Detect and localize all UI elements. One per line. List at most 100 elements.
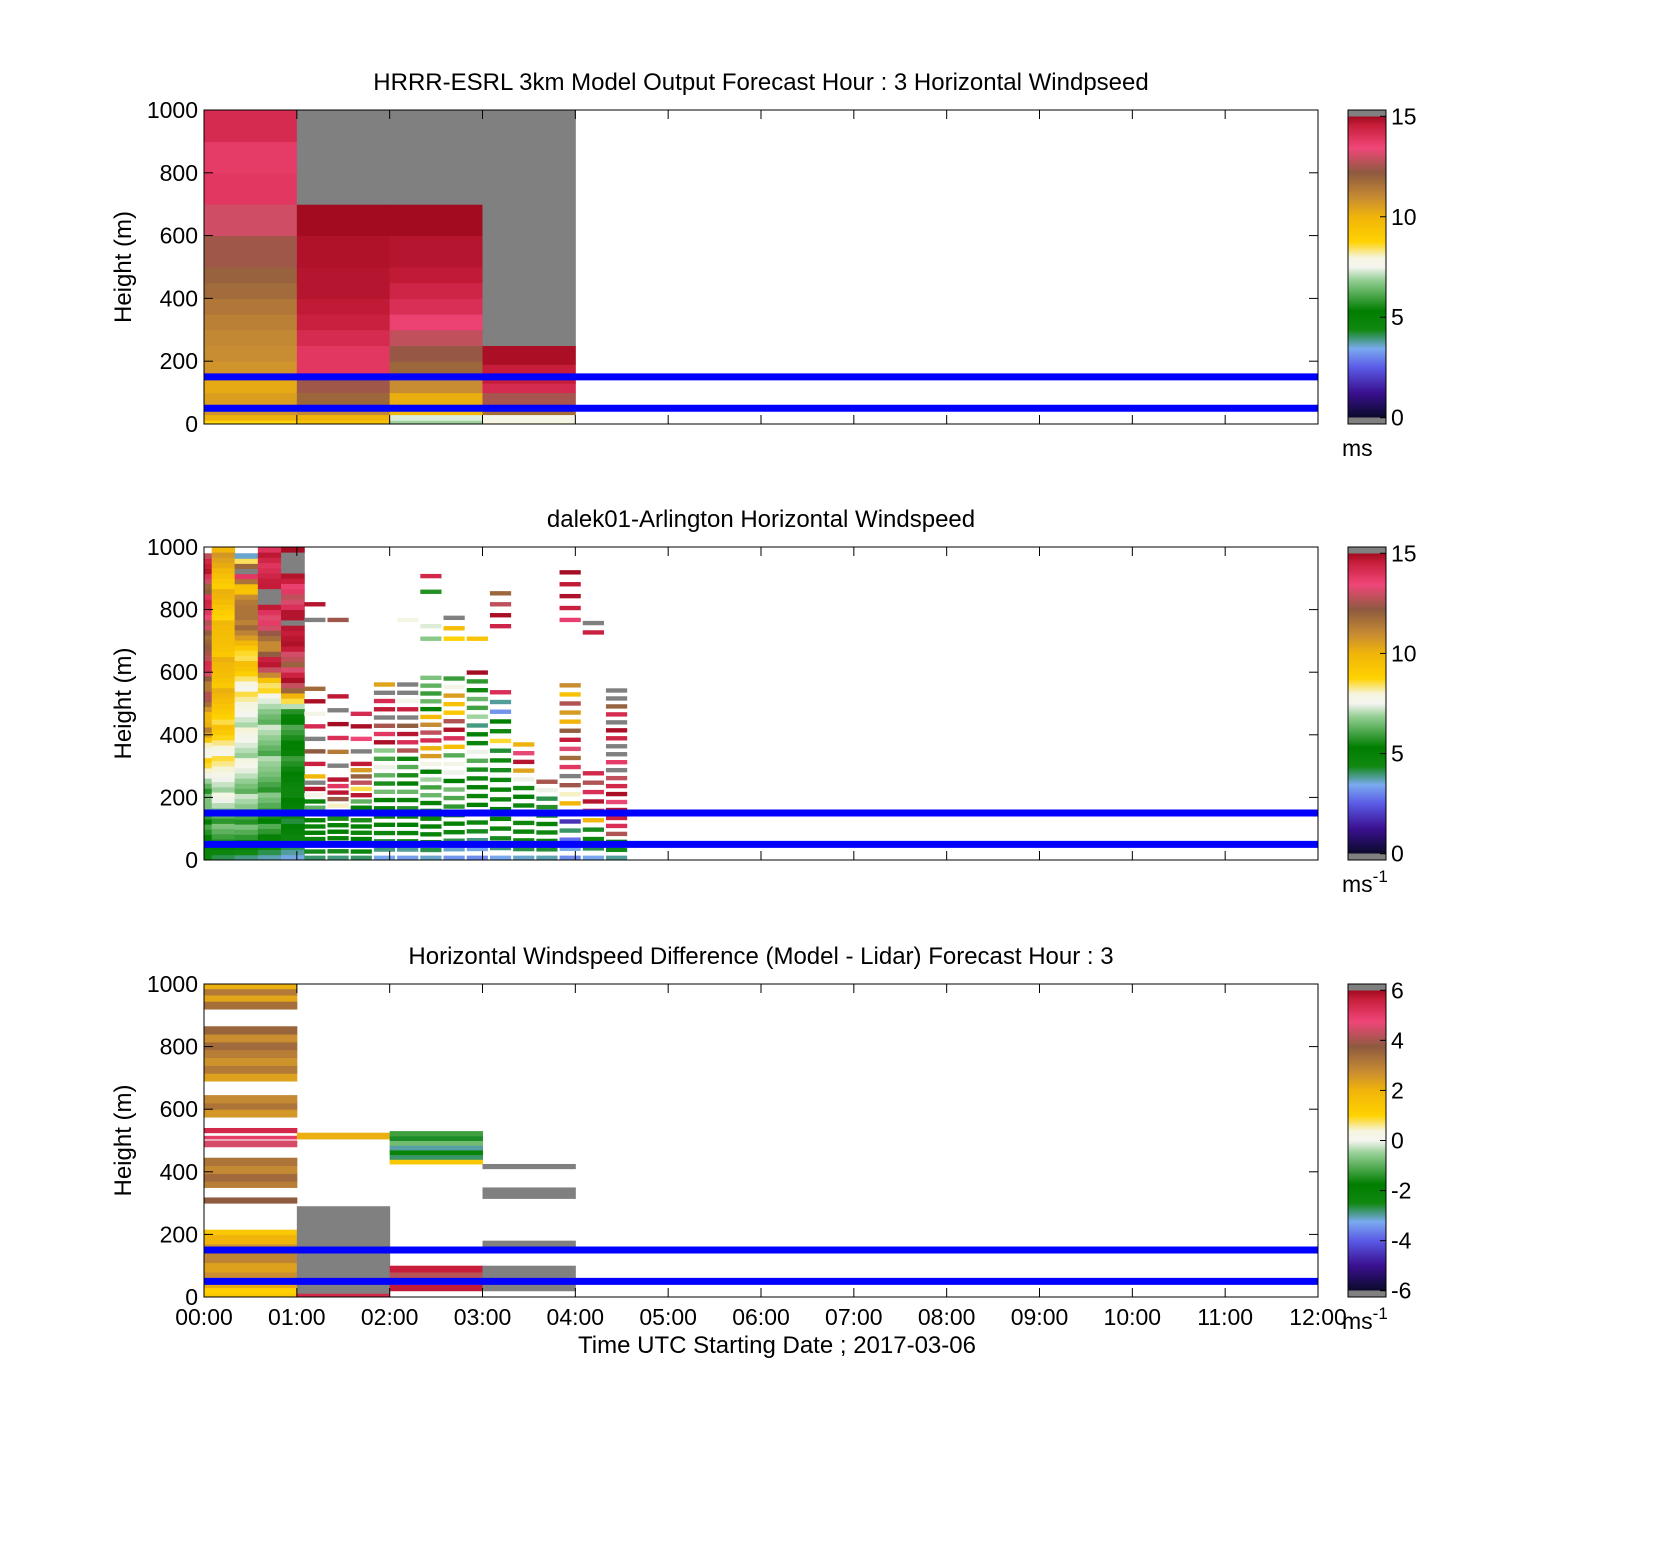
heatmap-cell bbox=[605, 752, 628, 757]
y-axis-label: Height (m) bbox=[110, 211, 137, 323]
heatmap-cell bbox=[397, 748, 419, 753]
heatmap-cell bbox=[389, 314, 483, 331]
heatmap-cell bbox=[211, 734, 236, 741]
heatmap-cell bbox=[559, 605, 581, 611]
heatmap-cell bbox=[327, 836, 349, 841]
heatmap-cell bbox=[211, 687, 236, 694]
chart-title: Horizontal Windspeed Difference (Model -… bbox=[408, 943, 1113, 970]
heatmap-cell bbox=[257, 661, 282, 668]
heatmap-cell bbox=[281, 640, 305, 647]
heatmap-cell bbox=[397, 789, 419, 794]
heatmap-cell bbox=[204, 706, 213, 713]
heatmap-cell bbox=[443, 684, 465, 690]
heatmap-cell bbox=[482, 110, 576, 346]
heatmap-cell bbox=[204, 854, 213, 861]
heatmap-cell bbox=[257, 828, 282, 835]
heatmap-cell bbox=[204, 773, 213, 779]
heatmap-cell bbox=[559, 773, 581, 779]
heatmap-cell bbox=[389, 1131, 483, 1137]
heatmap-cell bbox=[211, 578, 236, 584]
heatmap-cell bbox=[204, 141, 298, 174]
heatmap-cell bbox=[420, 675, 442, 681]
heatmap-cell bbox=[257, 625, 282, 631]
heatmap-cell bbox=[204, 988, 298, 996]
heatmap-cell bbox=[489, 591, 512, 596]
heatmap-cell bbox=[204, 599, 213, 605]
chart-title: dalek01-Arlington Horizontal Windspeed bbox=[547, 506, 975, 533]
heatmap-cell bbox=[257, 609, 282, 616]
heatmap-cell bbox=[420, 824, 442, 829]
heatmap-cell bbox=[204, 619, 213, 626]
heatmap-cell bbox=[257, 588, 282, 595]
heatmap-cell bbox=[234, 721, 259, 728]
heatmap-cell bbox=[389, 1284, 483, 1292]
heatmap-cell bbox=[204, 624, 213, 631]
heatmap-cell bbox=[389, 282, 483, 299]
heatmap-cell bbox=[327, 777, 349, 782]
heatmap-cell bbox=[211, 651, 236, 657]
heatmap-cell bbox=[327, 617, 349, 623]
heatmap-cell bbox=[304, 805, 326, 810]
heatmap-cell bbox=[204, 298, 298, 315]
heatmap-cell bbox=[211, 745, 236, 751]
heatmap-cell bbox=[204, 420, 298, 425]
heatmap-cell bbox=[605, 688, 628, 693]
heatmap-cell bbox=[204, 578, 213, 585]
heatmap-cell bbox=[204, 1271, 298, 1282]
heatmap-cell bbox=[420, 855, 442, 860]
heatmap-cell bbox=[257, 854, 282, 861]
heatmap-cell bbox=[443, 855, 465, 860]
heatmap-cell bbox=[234, 798, 259, 805]
heatmap-cell bbox=[204, 1157, 298, 1167]
heatmap-cell bbox=[281, 729, 305, 736]
heatmap-cell bbox=[327, 790, 349, 795]
heatmap-cell bbox=[489, 767, 512, 773]
y-tick-label: 0 bbox=[185, 1284, 198, 1310]
heatmap-cell bbox=[443, 719, 465, 724]
heatmap-cell bbox=[281, 656, 305, 663]
heatmap-cell bbox=[327, 708, 349, 713]
heatmap-cell bbox=[397, 781, 419, 786]
heatmap-cell bbox=[204, 1095, 298, 1104]
heatmap-cell bbox=[350, 774, 372, 779]
heatmap-cell bbox=[234, 716, 259, 723]
colorbar-gradient bbox=[1347, 109, 1387, 425]
heatmap-cell bbox=[257, 567, 282, 574]
heatmap-cell bbox=[204, 1127, 298, 1134]
heatmap-cell bbox=[489, 602, 512, 607]
heatmap-cell bbox=[234, 670, 259, 677]
heatmap-cell bbox=[559, 710, 581, 715]
colorbar-tick-label: -4 bbox=[1391, 1228, 1412, 1254]
heatmap-cell bbox=[605, 712, 628, 717]
heatmap-cell bbox=[536, 804, 558, 810]
heatmap-cell bbox=[389, 1159, 483, 1165]
heatmap-cell bbox=[234, 691, 259, 697]
heatmap-cell bbox=[204, 1109, 298, 1118]
heatmap-cell bbox=[234, 762, 259, 769]
heatmap-cell bbox=[373, 690, 396, 695]
heatmap-cell bbox=[204, 583, 213, 590]
heatmap-cell bbox=[281, 802, 305, 809]
heatmap-cell bbox=[234, 675, 259, 682]
heatmap-cell bbox=[466, 776, 488, 781]
heatmap-cell bbox=[582, 799, 604, 804]
heatmap-cell bbox=[204, 640, 213, 646]
heatmap-cell bbox=[304, 855, 326, 860]
heatmap-cell bbox=[281, 703, 305, 710]
heatmap-cell bbox=[443, 636, 465, 641]
heatmap-cell bbox=[204, 1057, 298, 1066]
heatmap-cell bbox=[466, 820, 488, 825]
heatmap-cell bbox=[397, 756, 419, 761]
heatmap-cell bbox=[204, 558, 213, 564]
heatmap-cell bbox=[443, 693, 465, 698]
heatmap-cell bbox=[211, 703, 236, 710]
heatmap-cell bbox=[281, 760, 305, 767]
colorbar-tick-label: 0 bbox=[1391, 1128, 1404, 1154]
heatmap-cell bbox=[281, 740, 305, 746]
heatmap-cell bbox=[350, 786, 372, 792]
heatmap-cell bbox=[296, 345, 391, 378]
heatmap-cell bbox=[234, 655, 259, 662]
heatmap-cell bbox=[536, 847, 558, 852]
heatmap-cell bbox=[443, 770, 465, 775]
heatmap-cell bbox=[234, 696, 259, 702]
